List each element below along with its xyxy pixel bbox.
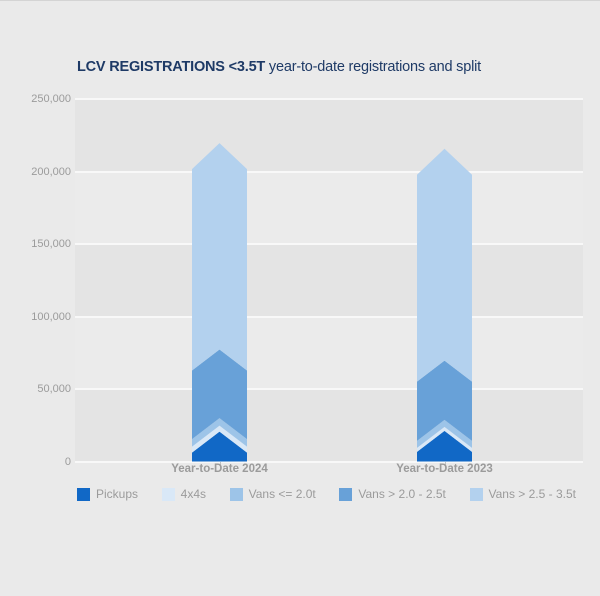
gridline: [75, 460, 583, 463]
legend-label: Pickups: [96, 487, 139, 501]
y-tick-label: 150,000: [31, 238, 71, 250]
plot-band: [75, 99, 583, 172]
x-category-label: Year-to-Date 2023: [396, 463, 493, 475]
chart-title-subtitle: year-to-date registrations and split: [265, 59, 481, 75]
legend-item: Vans > 2.5 - 3.5t: [469, 487, 577, 501]
legend-swatch: [339, 487, 353, 501]
y-tick-label: 50,000: [37, 383, 71, 395]
bar-segment: [192, 418, 247, 447]
plot-band: [75, 171, 583, 244]
legend-item: 4x4s: [161, 487, 206, 501]
plot-band: [75, 244, 583, 317]
x-tick: [219, 462, 221, 468]
legend-label: Vans <= 2.0t: [248, 487, 316, 501]
legend-item: Vans > 2.0 - 2.5t: [339, 487, 446, 501]
bar-segment: [417, 148, 472, 382]
bar-segment: [417, 430, 472, 462]
gridline: [75, 243, 583, 245]
legend-item: Pickups: [77, 487, 138, 501]
y-tick-label: 0: [64, 455, 71, 468]
legend-swatch: [469, 487, 483, 501]
y-tick-label: 200,000: [31, 165, 71, 178]
chart-title-bold: LCV REGISTRATIONS <3.5T: [77, 59, 266, 75]
plot-band: [75, 316, 583, 389]
legend-swatch: [229, 487, 243, 501]
y-tick-label: 250,000: [31, 93, 71, 105]
legend-label: 4x4s: [180, 487, 206, 501]
plot-band: [75, 389, 583, 462]
bar-segment: [417, 360, 472, 441]
bar-segment: [192, 349, 247, 440]
legend-swatch: [161, 487, 175, 501]
bar-segment: [192, 425, 247, 453]
bar-segment: [192, 431, 247, 462]
y-tick-label: 100,000: [31, 310, 71, 323]
legend-swatch: [77, 487, 90, 501]
x-category-label: Year-to-Date 2024: [171, 463, 268, 475]
chart-title: LCV REGISTRATIONS <3.5T year-to-date reg…: [77, 59, 481, 75]
legend-label: Vans > 2.0 - 2.5t: [358, 487, 446, 501]
bar-segment: [192, 143, 247, 371]
gridline: [75, 388, 583, 390]
legend: Pickups 4x4s Vans <= 2.0t Vans > 2.0 - 2.5t…: [77, 486, 576, 502]
bar-segment: [417, 419, 472, 448]
gridline: [75, 315, 583, 318]
legend-label: Vans > 2.5 - 3.5t: [488, 487, 577, 501]
gridline: [75, 98, 583, 100]
legend-item: Vans <= 2.0t: [229, 487, 316, 501]
x-tick: [444, 462, 446, 468]
gridline: [75, 170, 583, 173]
